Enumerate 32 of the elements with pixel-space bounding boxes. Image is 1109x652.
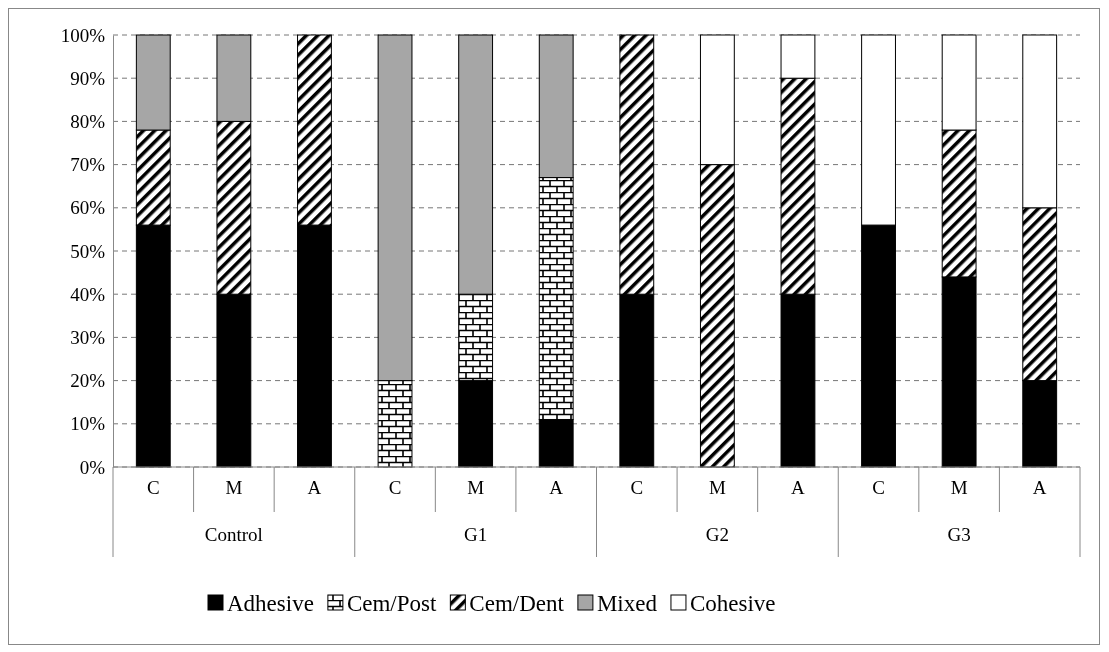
legend-label: Mixed [596, 591, 658, 616]
legend-label: Adhesive [227, 591, 314, 616]
text: Control [204, 524, 263, 545]
text: G3 [947, 524, 971, 545]
text: G1 [464, 524, 488, 545]
y-tick-label: 100% [60, 24, 106, 46]
x-tick-label: M [225, 477, 243, 499]
x-tick-label: M [467, 477, 485, 499]
legend-label: Cohesive [689, 591, 776, 616]
y-tick-label: 40% [70, 283, 106, 305]
y-tick-label: 90% [70, 67, 106, 89]
x-tick-label: C [146, 477, 160, 499]
x-tick-label: A [307, 477, 322, 499]
y-tick-label: 50% [70, 240, 106, 262]
y-tick-label: 30% [70, 326, 106, 348]
y-tick-label: 0% [79, 456, 106, 478]
y-tick-label: 70% [70, 154, 106, 176]
y-tick-label: 10% [70, 413, 106, 435]
y-tick-label: 20% [70, 370, 106, 392]
x-tick-label: M [708, 477, 726, 499]
x-tick-label: A [549, 477, 564, 499]
x-tick-label: C [388, 477, 402, 499]
x-tick-label: C [630, 477, 644, 499]
legend-label: Cem/Post [346, 591, 437, 616]
x-tick-label: A [1032, 477, 1047, 499]
y-tick-label: 80% [70, 110, 106, 132]
x-tick-label: C [872, 477, 885, 499]
x-tick-label: M [950, 477, 968, 499]
text: G2 [705, 524, 729, 545]
y-tick-label: 60% [70, 197, 106, 219]
legend-label: Cem/Dent [469, 591, 565, 616]
x-tick-label: A [791, 477, 806, 499]
